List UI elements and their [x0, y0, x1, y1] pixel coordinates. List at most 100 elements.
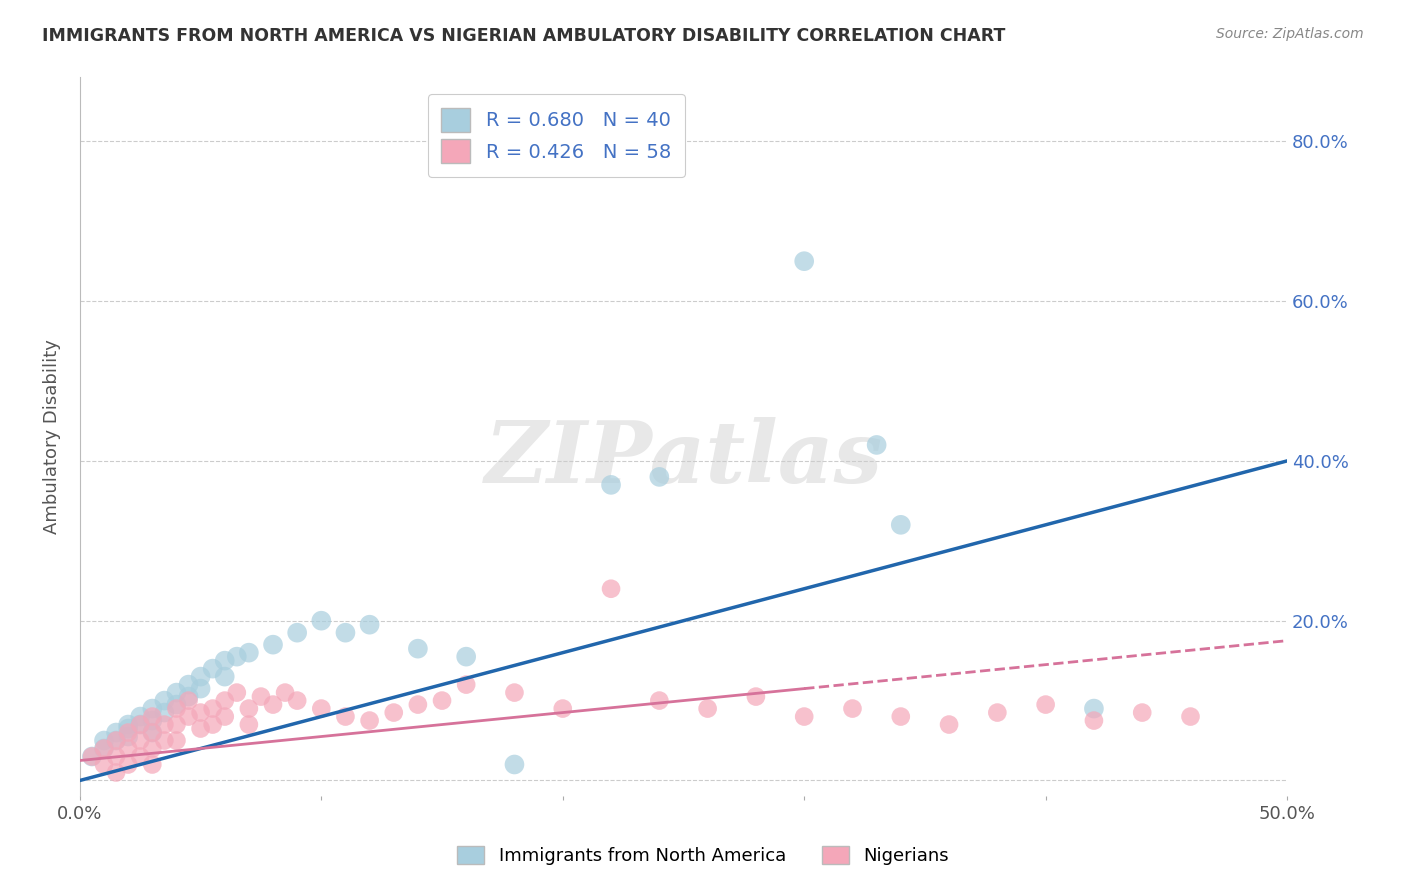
Point	[1180, 709, 1202, 723]
Point	[80, 749, 103, 764]
Point	[201, 717, 224, 731]
Point	[986, 706, 1008, 720]
Text: Source: ZipAtlas.com: Source: ZipAtlas.com	[1216, 27, 1364, 41]
Point	[105, 733, 128, 747]
Point	[153, 717, 176, 731]
Point	[165, 701, 187, 715]
Legend: R = 0.680   N = 40, R = 0.426   N = 58: R = 0.680 N = 40, R = 0.426 N = 58	[427, 95, 685, 177]
Point	[117, 717, 139, 731]
Point	[93, 741, 115, 756]
Point	[551, 701, 574, 715]
Point	[190, 670, 212, 684]
Y-axis label: Ambulatory Disability: Ambulatory Disability	[44, 340, 60, 534]
Point	[190, 706, 212, 720]
Point	[274, 685, 297, 699]
Point	[225, 685, 247, 699]
Point	[696, 701, 718, 715]
Point	[141, 701, 163, 715]
Point	[117, 725, 139, 739]
Point	[117, 741, 139, 756]
Point	[177, 693, 200, 707]
Point	[165, 685, 187, 699]
Point	[430, 693, 453, 707]
Point	[105, 725, 128, 739]
Point	[793, 709, 815, 723]
Point	[1083, 701, 1105, 715]
Point	[841, 701, 863, 715]
Point	[250, 690, 273, 704]
Point	[745, 690, 768, 704]
Point	[1083, 714, 1105, 728]
Point	[503, 685, 526, 699]
Point	[141, 741, 163, 756]
Point	[177, 709, 200, 723]
Point	[129, 717, 152, 731]
Point	[105, 749, 128, 764]
Point	[93, 741, 115, 756]
Point	[456, 677, 478, 691]
Point	[456, 649, 478, 664]
Point	[117, 722, 139, 736]
Point	[311, 701, 333, 715]
Point	[105, 733, 128, 747]
Point	[503, 757, 526, 772]
Point	[190, 722, 212, 736]
Point	[262, 698, 284, 712]
Point	[214, 693, 236, 707]
Point	[141, 725, 163, 739]
Point	[648, 693, 671, 707]
Point	[890, 709, 912, 723]
Point	[335, 625, 357, 640]
Point	[225, 649, 247, 664]
Point	[793, 254, 815, 268]
Legend: Immigrants from North America, Nigerians: Immigrants from North America, Nigerians	[449, 837, 957, 874]
Point	[406, 698, 429, 712]
Point	[153, 693, 176, 707]
Point	[938, 717, 960, 731]
Point	[190, 681, 212, 696]
Point	[141, 714, 163, 728]
Point	[1035, 698, 1057, 712]
Point	[359, 617, 381, 632]
Point	[117, 757, 139, 772]
Point	[359, 714, 381, 728]
Point	[214, 709, 236, 723]
Point	[285, 693, 308, 707]
Point	[214, 670, 236, 684]
Point	[129, 733, 152, 747]
Point	[80, 749, 103, 764]
Point	[238, 717, 260, 731]
Point	[406, 641, 429, 656]
Point	[165, 717, 187, 731]
Point	[238, 646, 260, 660]
Point	[141, 757, 163, 772]
Point	[141, 709, 163, 723]
Point	[382, 706, 405, 720]
Point	[214, 654, 236, 668]
Point	[865, 438, 887, 452]
Point	[141, 725, 163, 739]
Point	[129, 749, 152, 764]
Text: IMMIGRANTS FROM NORTH AMERICA VS NIGERIAN AMBULATORY DISABILITY CORRELATION CHAR: IMMIGRANTS FROM NORTH AMERICA VS NIGERIA…	[42, 27, 1005, 45]
Point	[105, 765, 128, 780]
Point	[177, 677, 200, 691]
Text: ZIPatlas: ZIPatlas	[485, 417, 883, 500]
Point	[201, 662, 224, 676]
Point	[165, 698, 187, 712]
Point	[1130, 706, 1153, 720]
Point	[93, 757, 115, 772]
Point	[890, 517, 912, 532]
Point	[165, 733, 187, 747]
Point	[93, 733, 115, 747]
Point	[648, 470, 671, 484]
Point	[117, 730, 139, 744]
Point	[153, 733, 176, 747]
Point	[262, 638, 284, 652]
Point	[153, 706, 176, 720]
Point	[177, 690, 200, 704]
Point	[285, 625, 308, 640]
Point	[311, 614, 333, 628]
Point	[129, 717, 152, 731]
Point	[201, 701, 224, 715]
Point	[600, 478, 623, 492]
